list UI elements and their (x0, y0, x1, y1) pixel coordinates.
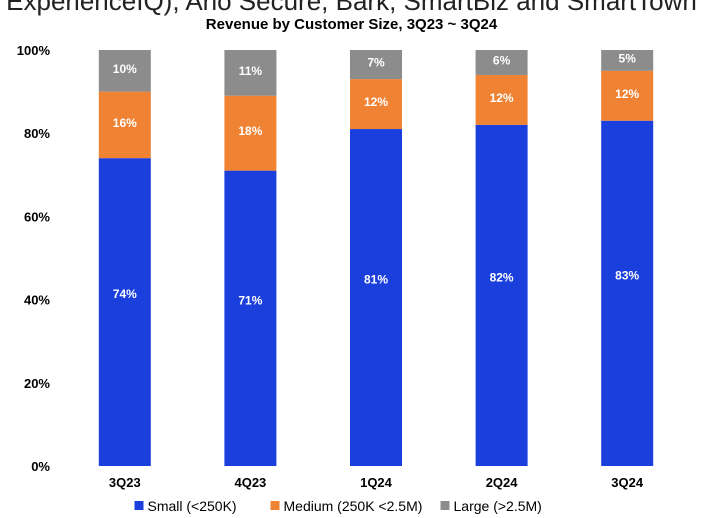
data-label: 12% (490, 91, 514, 105)
data-label: 71% (238, 293, 262, 307)
y-axis: 0% 20% 40% 60% 80% 100% (17, 43, 51, 474)
legend-label-large: Large (>2.5M) (454, 498, 542, 514)
bars-group: 74% 16% 10% 71% 18% 11% 81% 12% 7% 82% 12% 6% 83% 12%… (98, 50, 654, 467)
bar-segment-large-3q23 (98, 50, 151, 92)
bar-segment-medium-3q24 (601, 70, 654, 121)
data-label: 16% (113, 116, 137, 130)
x-tick-label: 3Q24 (611, 475, 644, 490)
y-tick-label: 80% (24, 126, 50, 141)
bar-segment-large-4q23 (224, 50, 277, 96)
data-label: 6% (493, 53, 511, 67)
y-tick-label: 40% (24, 293, 50, 308)
data-label: 18% (238, 124, 262, 138)
x-axis: 3Q23 4Q23 1Q24 2Q24 3Q24 (109, 475, 644, 490)
data-label: 5% (619, 51, 637, 65)
bar-segment-small-3q24 (601, 120, 654, 466)
data-label: 12% (615, 87, 639, 101)
x-tick-label: 4Q23 (234, 475, 266, 490)
data-label: 11% (239, 64, 263, 78)
data-label: 74% (113, 287, 137, 301)
bar-segment-large-1q24 (350, 50, 402, 80)
y-tick-label: 60% (24, 209, 50, 224)
chart-title: Revenue by Customer Size, 3Q23 ~ 3Q24 (205, 16, 498, 33)
data-label: 83% (615, 268, 639, 282)
data-label: 10% (113, 62, 137, 76)
x-tick-label: 3Q23 (109, 475, 141, 490)
x-tick-label: 2Q24 (486, 475, 519, 490)
bar-segment-small-2q24 (475, 124, 528, 466)
bar-segment-medium-3q23 (98, 91, 151, 159)
bar-segment-large-3q24 (601, 50, 654, 71)
legend-swatch-medium (270, 501, 280, 510)
bar-segment-medium-1q24 (350, 79, 402, 130)
legend: Small (<250K) Medium (250K <2.5M) Large (>… (134, 498, 542, 514)
data-label: 12% (364, 95, 388, 109)
y-tick-label: 0% (31, 459, 50, 474)
y-tick-label: 100% (17, 43, 51, 58)
bar-segment-small-4q23 (224, 170, 277, 466)
bar-segment-small-1q24 (350, 129, 402, 467)
data-label: 81% (364, 273, 388, 287)
cropped-caption-text: ExperienceIQ), Arlo Secure, Bark, SmartB… (6, 0, 697, 16)
bar-segment-small-3q23 (98, 158, 151, 466)
bar-segment-medium-4q23 (224, 95, 277, 171)
data-label: 7% (367, 56, 385, 70)
bar-segment-medium-2q24 (475, 74, 528, 125)
legend-swatch-small (134, 501, 144, 510)
legend-label-medium: Medium (250K <2.5M) (284, 498, 423, 514)
y-tick-label: 20% (24, 376, 50, 391)
data-label: 82% (490, 270, 514, 284)
legend-swatch-large (440, 501, 450, 510)
x-tick-label: 1Q24 (360, 475, 393, 490)
legend-label-small: Small (<250K) (148, 498, 237, 514)
bar-segment-large-2q24 (475, 50, 528, 75)
